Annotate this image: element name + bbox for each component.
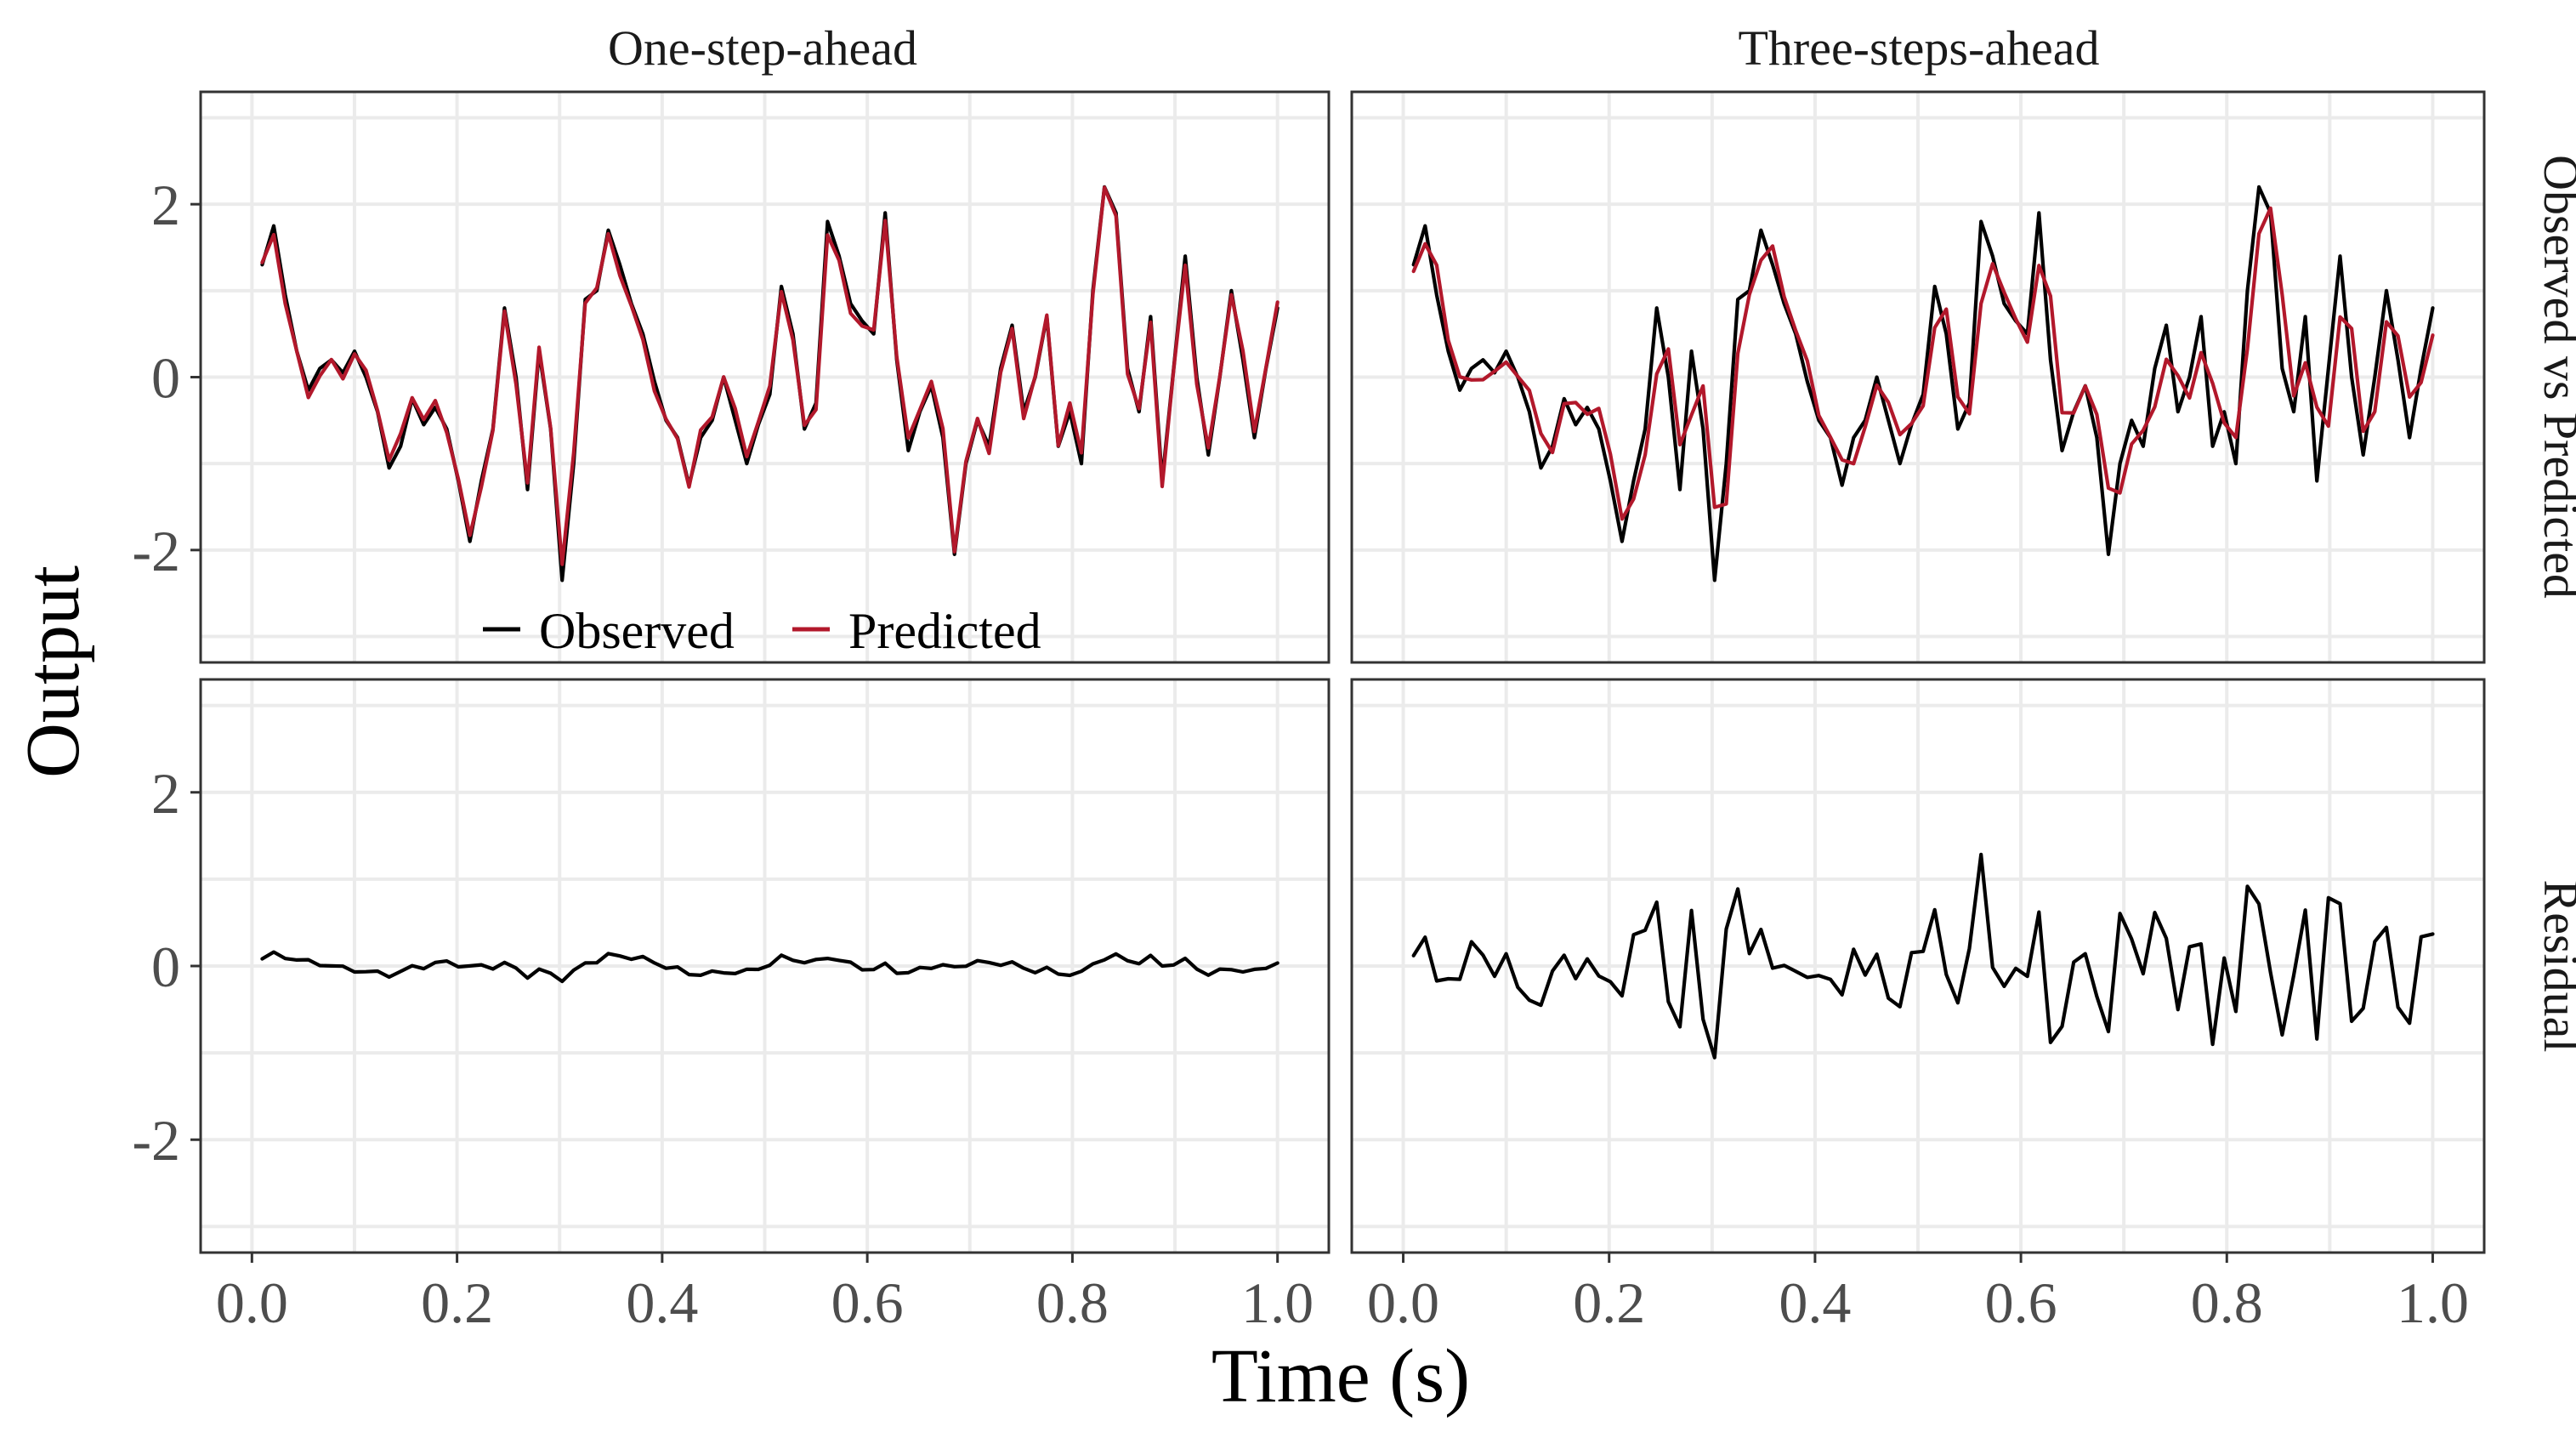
series-residual-line: [1411, 852, 2435, 1060]
panel-one-step-observed-vs-predicted: [199, 90, 1331, 664]
x-tick-label: 0.6: [1985, 1270, 2057, 1335]
panel-three-step-observed-vs-predicted: [1350, 90, 2486, 664]
x-tick-label: 0.6: [831, 1270, 904, 1335]
x-tick-label: 0.8: [1036, 1270, 1109, 1335]
x-tick-label: 0.0: [216, 1270, 288, 1335]
x-tick-label: 0.4: [626, 1270, 698, 1335]
x-tick-label: 1.0: [2397, 1270, 2469, 1335]
y-tick-label: 0: [151, 935, 180, 999]
x-axis-title: Time (s): [1211, 1334, 1470, 1418]
strip-title-one-step-ahead: One-step-ahead: [608, 20, 917, 76]
y-tick-label: 2: [151, 761, 180, 826]
x-tick-label: 0.4: [1779, 1270, 1851, 1335]
y-tick-label: -2: [132, 1108, 180, 1173]
strip-title-observed-vs-predicted: Observed vs Predicted: [2533, 155, 2576, 599]
x-axis-ticks-right-column: 0.0 0.2 0.4 0.6 0.8 1.0: [1367, 1253, 2469, 1335]
x-tick-label: 0.2: [1573, 1270, 1645, 1335]
legend-label-predicted: Predicted: [848, 603, 1041, 659]
strip-title-residual: Residual: [2533, 880, 2576, 1053]
y-axis-ticks-bottom-row: 2 0 -2: [132, 761, 201, 1173]
x-tick-label: 1.0: [1241, 1270, 1314, 1335]
x-tick-label: 0.0: [1367, 1270, 1439, 1335]
x-tick-label: 0.8: [2191, 1270, 2263, 1335]
y-axis-title: Output: [11, 565, 95, 778]
y-tick-label: -2: [132, 519, 180, 583]
x-axis-ticks-left-column: 0.0 0.2 0.4 0.6 0.8 1.0: [216, 1253, 1314, 1335]
panel-one-step-residual: [199, 678, 1331, 1254]
legend-label-observed: Observed: [539, 603, 735, 659]
series-predicted-line: [1411, 206, 2435, 521]
series-residual-line: [260, 950, 1279, 984]
series-observed-line: [1411, 185, 2435, 582]
y-axis-ticks-top-row: 2 0 -2: [132, 173, 201, 583]
panel-three-step-residual: [1350, 678, 2486, 1254]
panel-border: [1350, 678, 2486, 1254]
x-tick-label: 0.2: [421, 1270, 493, 1335]
series-predicted-line: [260, 185, 1279, 566]
y-tick-label: 2: [151, 173, 180, 237]
legend: Observed Predicted: [483, 603, 1041, 659]
strip-title-three-steps-ahead: Three-steps-ahead: [1738, 20, 2099, 76]
panel-border: [1350, 90, 2486, 664]
y-tick-label: 0: [151, 346, 180, 411]
